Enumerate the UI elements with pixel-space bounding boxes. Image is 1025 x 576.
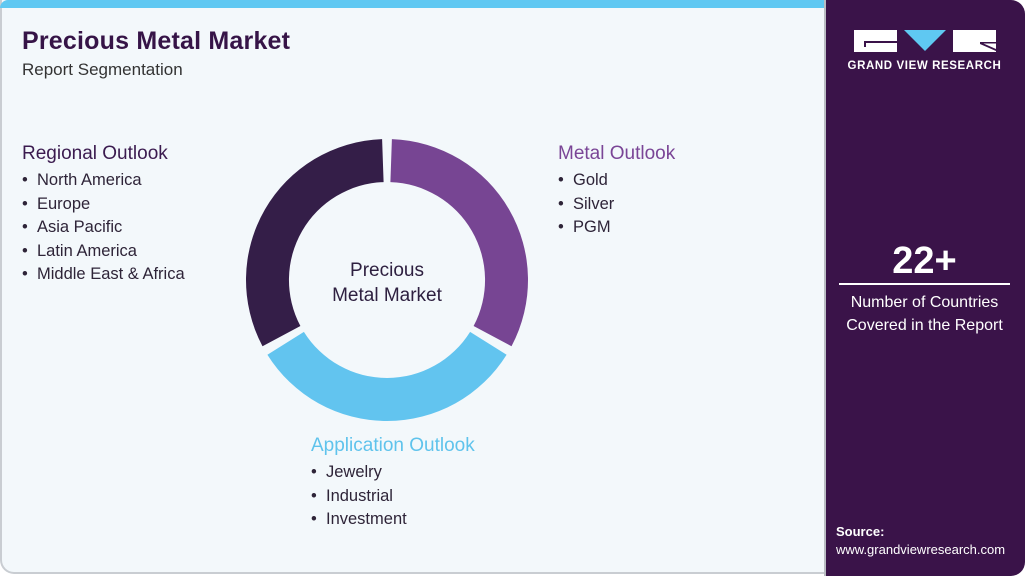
list-item: • Europe bbox=[22, 193, 185, 217]
sidebar bbox=[824, 0, 1025, 576]
bullet-icon: • bbox=[22, 194, 28, 213]
page-subtitle: Report Segmentation bbox=[22, 60, 183, 79]
bullet-icon: • bbox=[311, 510, 317, 528]
donut-segment-regional bbox=[246, 139, 384, 347]
stat-value: 22+ bbox=[892, 240, 957, 282]
bullet-icon: • bbox=[311, 463, 317, 481]
main-panel bbox=[0, 0, 824, 574]
list-item: • Middle East & Africa bbox=[22, 263, 185, 287]
bullet-icon: • bbox=[22, 241, 28, 260]
page-title: Precious Metal Market bbox=[22, 27, 291, 55]
list-item: • Latin America bbox=[22, 240, 185, 264]
regional-outlook-section: Regional Outlook • North America • Europe … bbox=[22, 143, 185, 287]
list-item: • Asia Pacific bbox=[22, 216, 185, 240]
list-item: • Investment bbox=[311, 508, 475, 532]
application-outlook-section: Application Outlook • Jewelry • Industrial… bbox=[311, 435, 475, 532]
metal-outlook-list: • Gold • Silver • PGM bbox=[558, 169, 675, 240]
grand-view-research-logo-icon bbox=[854, 30, 996, 52]
bullet-icon: • bbox=[558, 171, 564, 189]
bullet-icon: • bbox=[558, 218, 564, 236]
bullet-icon: • bbox=[22, 265, 28, 283]
segmentation-donut-chart bbox=[246, 139, 528, 422]
list-item: • Silver bbox=[558, 193, 675, 217]
donut-segment-metal bbox=[390, 139, 528, 347]
bullet-icon: • bbox=[558, 194, 564, 213]
application-outlook-title: Application Outlook bbox=[311, 435, 475, 456]
bullet-icon: • bbox=[22, 218, 28, 236]
center-label-line1: Precious bbox=[350, 260, 424, 281]
list-item: • Gold bbox=[558, 169, 675, 193]
list-item: • North America bbox=[22, 169, 185, 193]
list-item: • Jewelry bbox=[311, 461, 475, 485]
bullet-icon: • bbox=[311, 486, 317, 505]
regional-outlook-list: • North America • Europe • Asia Pacific • La… bbox=[22, 169, 185, 287]
stat-label: Number of Countries Covered in the Repor… bbox=[846, 294, 1003, 334]
donut-center-label: Precious Metal Market bbox=[307, 258, 467, 308]
list-item: • PGM bbox=[558, 216, 675, 240]
source-label: Source: bbox=[836, 524, 885, 539]
logo-text: GRAND VIEW RESEARCH bbox=[847, 60, 1002, 72]
center-label-line2: Metal Market bbox=[332, 285, 442, 306]
metal-outlook-title: Metal Outlook bbox=[558, 143, 676, 164]
source-url: www.grandviewresearch.com bbox=[836, 542, 1006, 557]
metal-outlook-section: Metal Outlook • Gold • Silver • PGM bbox=[558, 143, 675, 240]
list-item: • Industrial bbox=[311, 485, 475, 509]
top-accent-bar bbox=[0, 0, 824, 8]
application-outlook-list: • Jewelry • Industrial • Investment bbox=[311, 461, 475, 532]
donut-segment-application bbox=[267, 331, 507, 422]
bullet-icon: • bbox=[22, 171, 28, 189]
regional-outlook-title: Regional Outlook bbox=[22, 143, 168, 164]
stat-divider bbox=[839, 283, 1010, 285]
